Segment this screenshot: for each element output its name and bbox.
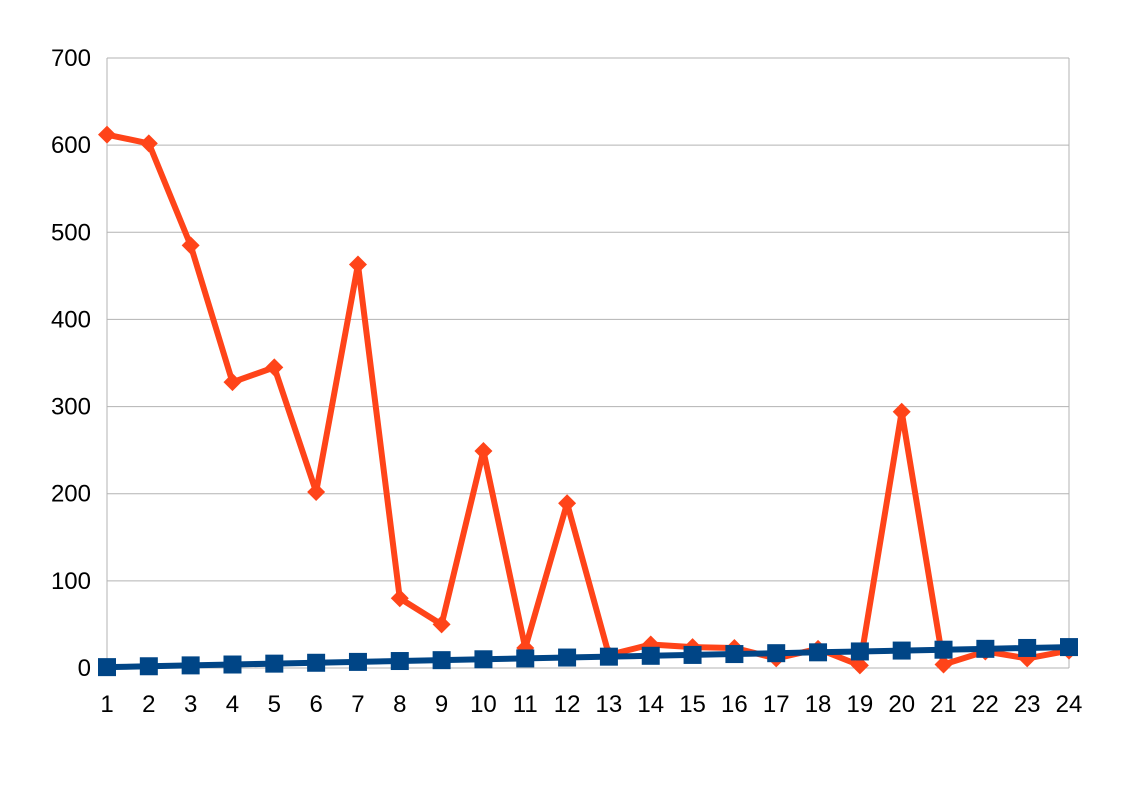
x-tick-label: 7	[351, 691, 364, 718]
data-point-square	[139, 657, 158, 676]
data-point-square	[265, 654, 284, 673]
data-point-square	[474, 650, 493, 669]
y-tick-label: 300	[51, 394, 91, 421]
data-point-square	[516, 649, 535, 668]
x-tick-label: 22	[972, 691, 999, 718]
y-tick-label: 700	[51, 45, 91, 72]
data-point-square	[892, 641, 911, 660]
data-point-square	[934, 640, 953, 659]
data-point-square	[1018, 638, 1037, 657]
data-point-square	[725, 645, 744, 664]
x-tick-label: 10	[470, 691, 497, 718]
y-tick-label: 0	[78, 655, 91, 682]
series-line	[104, 644, 1072, 671]
data-point-diamond	[181, 236, 200, 255]
series-1	[98, 125, 1078, 675]
data-point-square	[98, 658, 116, 677]
x-tick-label: 4	[226, 691, 239, 718]
x-tick-label: 15	[679, 691, 706, 718]
y-tick-label: 500	[51, 219, 91, 246]
data-point-diamond	[223, 373, 242, 392]
gridlines	[107, 57, 1069, 669]
data-point-diamond	[558, 494, 577, 513]
data-point-diamond	[432, 615, 451, 634]
x-tick-labels: 1 2 3 4 5 6 7 8 9 10 11 12 13 14 15 16 17 18 19 20 21 22 23 24	[100, 691, 1082, 718]
data-point-diamond	[307, 482, 326, 501]
y-tick-label: 400	[51, 306, 91, 333]
data-point-diamond	[98, 125, 116, 144]
data-point-square	[976, 639, 995, 658]
x-tick-label: 16	[721, 691, 748, 718]
series-group	[98, 125, 1078, 677]
x-tick-label: 5	[268, 691, 281, 718]
x-tick-label: 24	[1056, 691, 1083, 718]
data-point-square	[641, 646, 660, 665]
y-tick-label: 200	[51, 481, 91, 508]
data-point-square	[307, 653, 326, 672]
series-line	[104, 131, 1072, 669]
series-2	[98, 638, 1078, 677]
data-point-diamond	[348, 255, 367, 274]
y-tick-labels: 0 100 200 300 400 500 600 700	[51, 45, 91, 682]
x-tick-label: 3	[184, 691, 197, 718]
x-tick-label: 17	[763, 691, 790, 718]
x-tick-label: 11	[513, 691, 538, 718]
data-point-square	[181, 656, 200, 675]
x-tick-label: 9	[435, 691, 448, 718]
data-point-diamond	[390, 589, 409, 608]
data-point-square	[558, 648, 577, 667]
data-point-diamond	[474, 442, 493, 461]
x-tick-label: 6	[309, 691, 322, 718]
data-point-square	[1060, 638, 1078, 657]
y-tick-label: 100	[51, 568, 91, 595]
data-point-square	[432, 651, 451, 670]
x-tick-label: 8	[393, 691, 406, 718]
data-point-diamond	[265, 358, 284, 377]
x-tick-label: 13	[596, 691, 623, 718]
x-tick-label: 20	[888, 691, 915, 718]
x-tick-label: 23	[1014, 691, 1041, 718]
x-tick-label: 2	[142, 691, 155, 718]
data-point-square	[390, 652, 409, 671]
data-point-square	[850, 642, 869, 661]
data-point-square	[223, 655, 242, 674]
data-point-square	[809, 643, 828, 662]
x-tick-label: 14	[637, 691, 664, 718]
data-point-square	[767, 644, 786, 663]
data-point-diamond	[934, 655, 953, 674]
data-point-diamond	[139, 134, 158, 153]
x-tick-label: 12	[554, 691, 581, 718]
x-tick-label: 21	[930, 691, 957, 718]
data-point-diamond	[850, 656, 869, 675]
x-tick-label: 18	[805, 691, 832, 718]
data-point-diamond	[892, 402, 911, 421]
data-point-square	[348, 652, 367, 671]
y-tick-label: 600	[51, 132, 91, 159]
data-point-square	[683, 645, 702, 664]
data-point-square	[599, 647, 618, 666]
x-tick-label: 1	[100, 691, 113, 718]
axes	[106, 58, 1070, 668]
x-tick-label: 19	[847, 691, 874, 718]
